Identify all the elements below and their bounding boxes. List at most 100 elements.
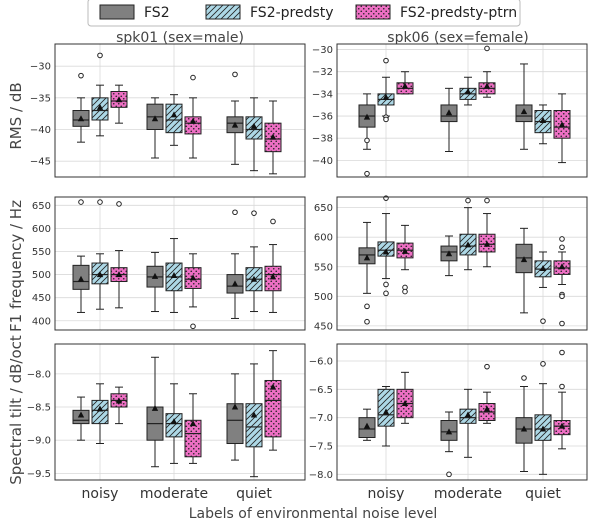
box-body [91, 399, 109, 425]
box-noisy-fs2 [72, 199, 90, 313]
box-moderate-fs2-predsty-ptrn [184, 253, 202, 330]
xcat-right-noisy: noisy [368, 486, 405, 502]
ytick-label: 650 [314, 203, 333, 214]
panel-r1-c0: 400 450 500 550 600 650 [32, 196, 306, 331]
legend-swatch-fs2-predsty-ptrn [355, 4, 391, 20]
legend-label-fs2-predsty: FS2-predsty [250, 5, 334, 21]
mean-marker [269, 273, 277, 280]
mean-marker [483, 405, 491, 412]
legend-frame [87, 0, 521, 27]
flier-point [559, 236, 565, 242]
mean-marker [445, 428, 453, 435]
mean-marker [363, 254, 371, 261]
box-quiet-fs2-predsty [245, 97, 263, 172]
legend-swatch-fs2-predsty [205, 4, 241, 20]
box-quiet-fs2 [226, 373, 244, 461]
ytick-label: −40 [30, 125, 51, 136]
box-moderate-fs2-predsty [165, 94, 183, 146]
mean-marker [363, 113, 371, 120]
panel-frame [336, 43, 588, 178]
legend: FS2 FS2-predsty FS2-predsty-ptrn [87, 0, 521, 27]
box-quiet-fs2-predsty-ptrn [553, 93, 571, 164]
ytick-label: −35 [30, 93, 51, 104]
panel-r1-c1: 450 500 550 600 650 [314, 195, 588, 332]
flier-point [540, 318, 546, 324]
box-quiet-fs2-predsty [534, 251, 552, 324]
flier-point [270, 218, 276, 225]
box-noisy-fs2-predsty-ptrn [110, 386, 128, 425]
box-quiet-fs2-predsty-ptrn [264, 100, 282, 175]
legend-label-fs2-predsty-ptrn: FS2-predsty-ptrn [400, 5, 517, 21]
box-moderate-fs2-predsty [459, 76, 477, 106]
mean-marker [269, 133, 277, 140]
mean-marker [189, 117, 197, 124]
box-quiet-fs2-predsty-ptrn [553, 236, 571, 327]
flier-point [116, 201, 122, 207]
mean-marker [401, 400, 409, 406]
mean-marker [115, 96, 123, 103]
flier-point [232, 209, 238, 216]
box-moderate-fs2 [440, 87, 458, 153]
flier-point [383, 116, 389, 123]
box-noisy-fs2-predsty [91, 199, 109, 310]
box-moderate-fs2-predsty-ptrn [184, 74, 202, 159]
ylabel-spectral-tilt: Spectral tilt / dB/oct [7, 335, 25, 485]
mean-marker [250, 411, 258, 418]
box-quiet-fs2 [226, 209, 244, 319]
flier-point [383, 57, 389, 64]
mean-marker [77, 115, 85, 122]
mean-marker [539, 265, 547, 272]
mean-marker [483, 82, 491, 89]
box-quiet-fs2-predsty-ptrn [264, 350, 282, 451]
box-noisy-fs2-predsty-ptrn [110, 84, 128, 124]
mean-marker [151, 115, 159, 122]
ytick-label: −30 [312, 45, 333, 56]
ytick-label: 650 [32, 201, 51, 212]
panel-r0-c1: −40 −38 −36 −34 −32 −30 [312, 43, 588, 178]
mean-marker [382, 408, 390, 415]
mean-marker [77, 275, 85, 282]
mean-marker [464, 411, 472, 418]
flier-point [383, 281, 389, 288]
box-noisy-fs2-predsty [91, 52, 109, 137]
xcat-left-moderate: moderate [140, 486, 208, 502]
flier-point [484, 197, 490, 204]
box-moderate-fs2 [146, 356, 164, 468]
legend-label-fs2: FS2 [144, 5, 170, 21]
box-quiet-fs2-predsty [245, 363, 263, 478]
box-noisy-fs2 [72, 396, 90, 441]
mean-marker [363, 422, 371, 429]
box-noisy-fs2-predsty-ptrn [396, 371, 414, 424]
mean-marker [401, 82, 409, 89]
flier-point [364, 318, 370, 325]
mean-marker [231, 403, 239, 410]
box-moderate-fs2-predsty-ptrn [478, 363, 496, 424]
mean-marker [558, 263, 566, 270]
mean-marker [189, 274, 197, 281]
flier-point [521, 375, 527, 381]
box-body [184, 116, 202, 135]
mean-marker [539, 425, 547, 432]
box-noisy-fs2 [72, 72, 90, 143]
panel-title-spk01: spk01 (sex=male) [116, 30, 244, 46]
panel-r0-c0: −45 −40 −35 −30 [30, 43, 306, 178]
ytick-label: −8.0 [27, 369, 51, 380]
box-noisy-fs2-predsty-ptrn [396, 71, 414, 95]
mean-marker [96, 271, 104, 278]
box-noisy-fs2 [358, 93, 376, 177]
box-quiet-fs2-predsty-ptrn [264, 218, 282, 313]
ylabel-rms: RMS / dB [7, 82, 25, 149]
box-moderate-fs2 [440, 411, 458, 478]
mean-marker [445, 250, 453, 257]
ytick-label: 600 [32, 224, 51, 235]
flier-point [446, 471, 452, 478]
flier-point [559, 293, 565, 300]
box-body [264, 379, 282, 438]
ytick-label: 550 [32, 247, 51, 258]
panel-r2-c1: −8.0 −7.5 −7.0 −6.5 −6.0 [309, 343, 588, 481]
box-body [377, 388, 395, 427]
mean-marker [464, 88, 472, 95]
ytick-label: −9.0 [27, 436, 51, 447]
box-body [165, 413, 183, 438]
box-moderate-fs2-predsty [165, 383, 183, 464]
